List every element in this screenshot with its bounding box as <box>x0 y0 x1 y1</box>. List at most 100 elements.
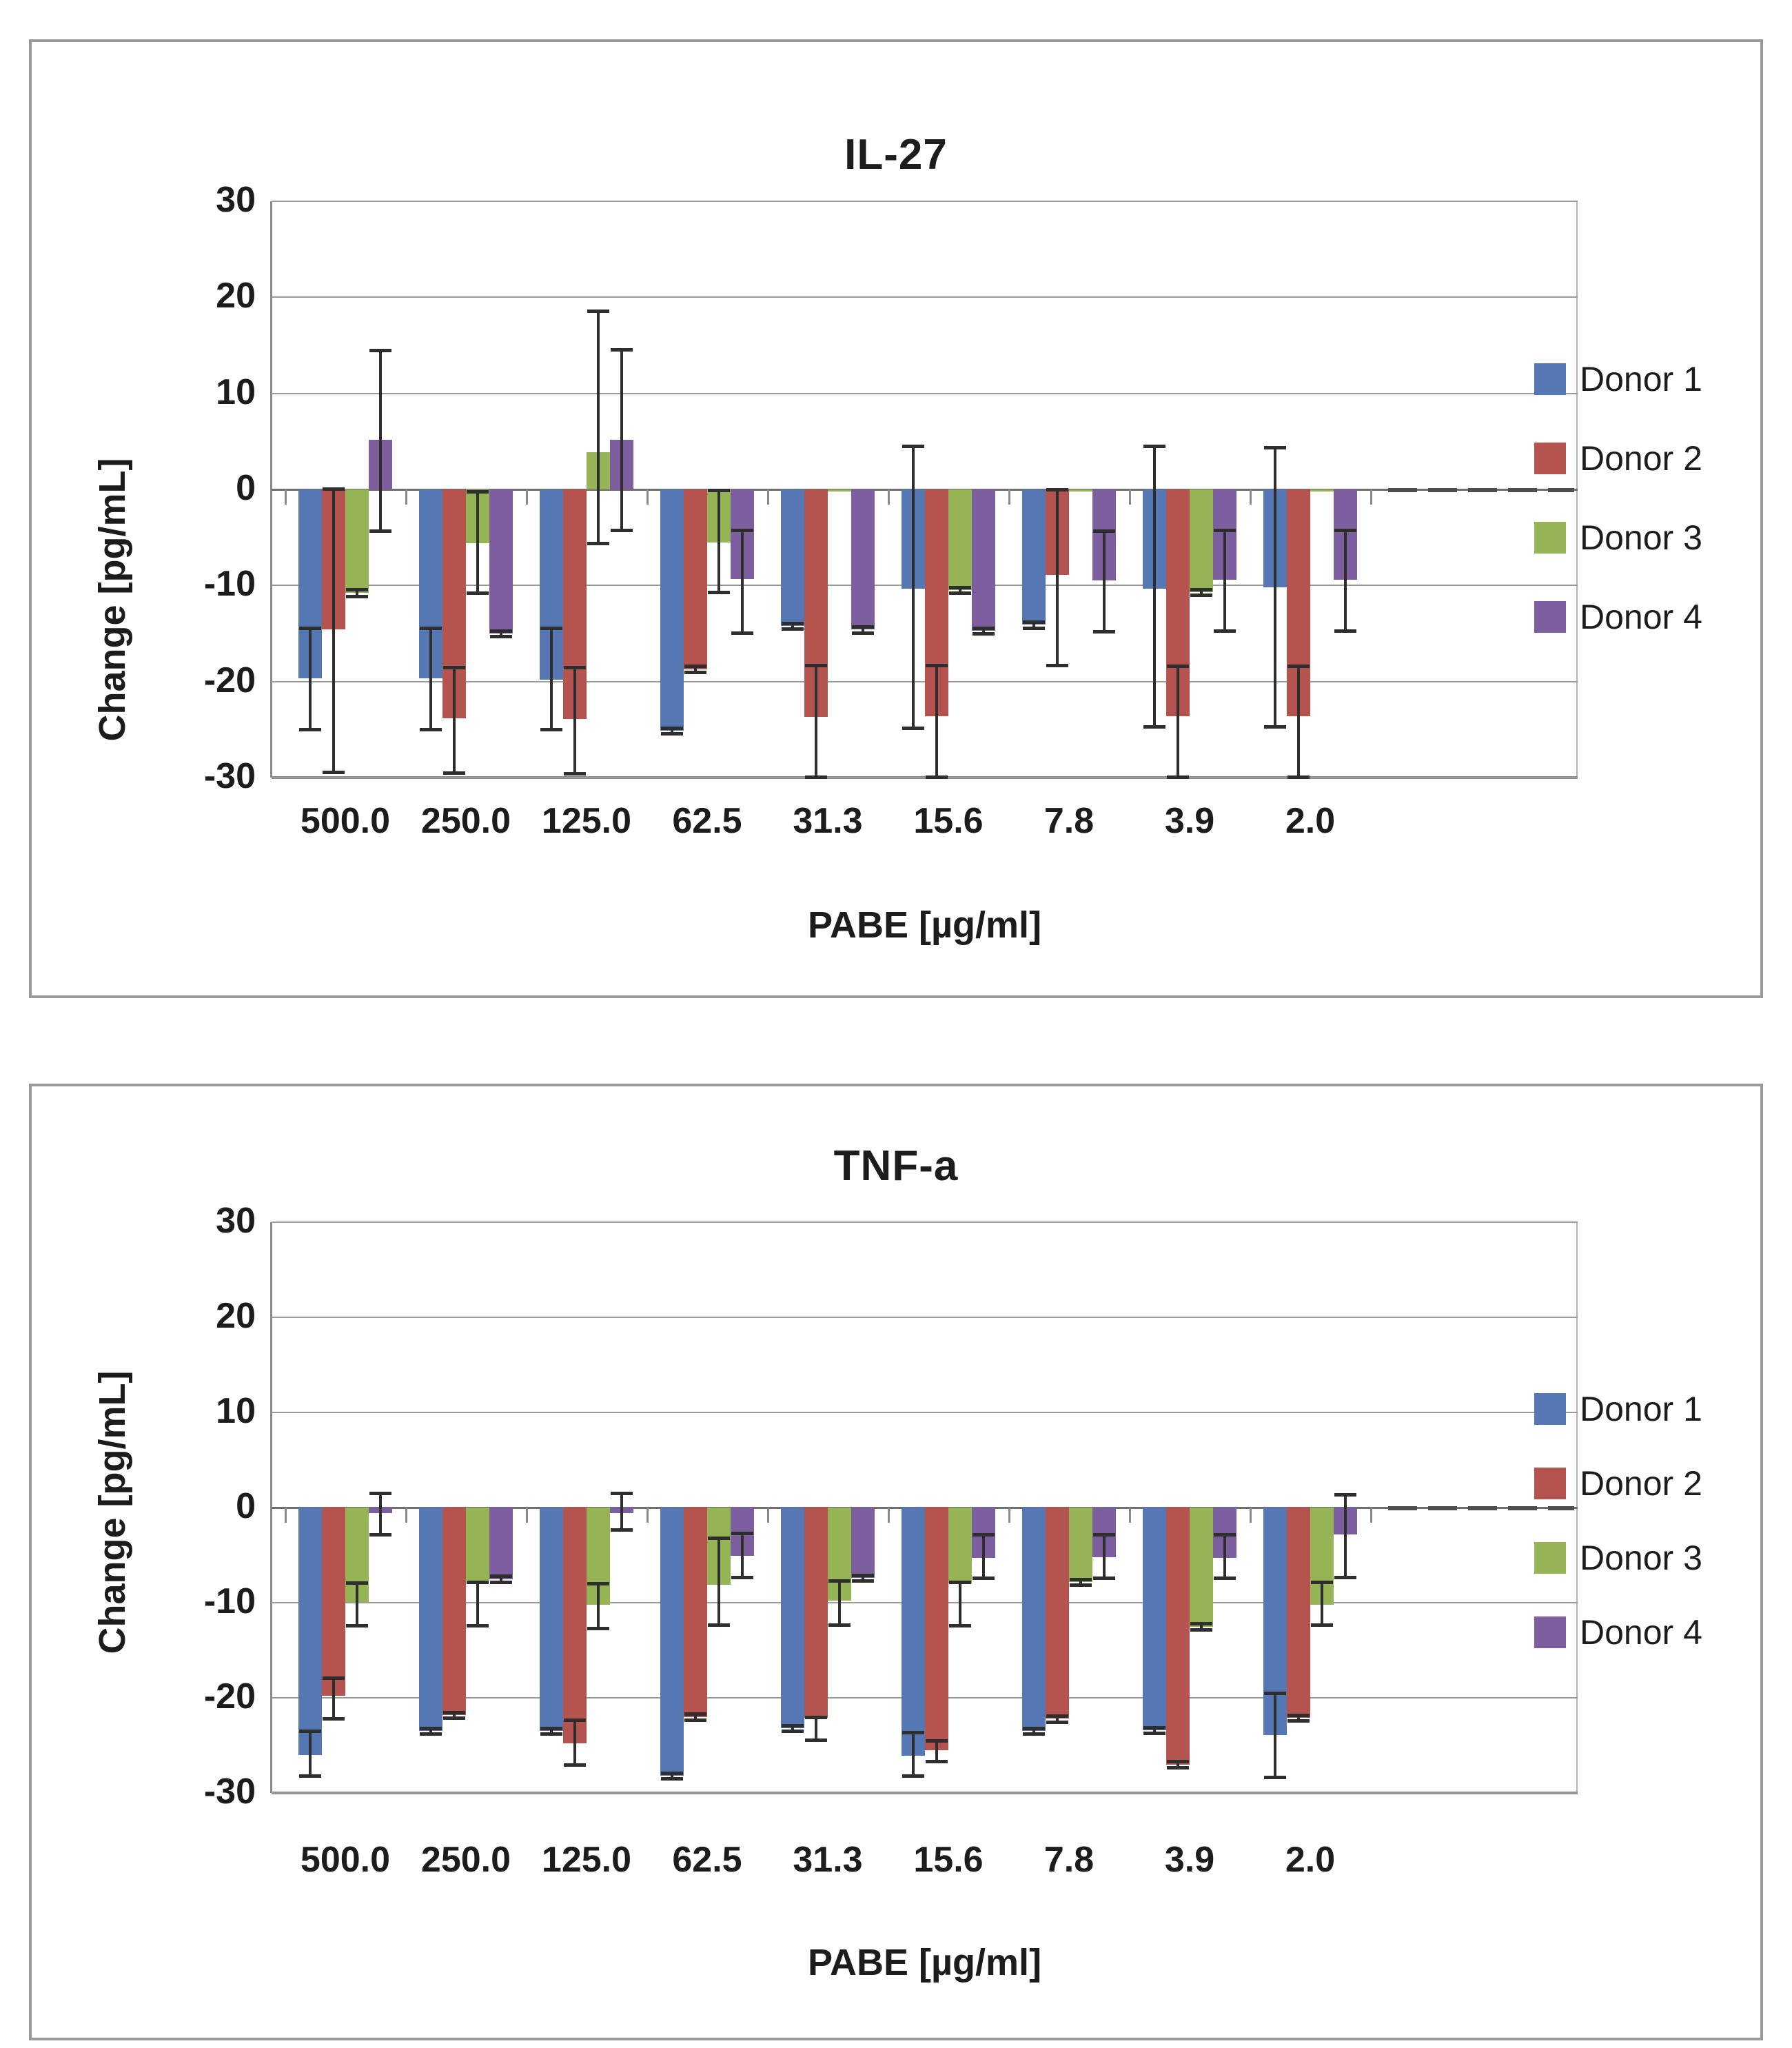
legend-label: Donor 3 <box>1580 1539 1702 1577</box>
y-tick-label: 0 <box>236 468 256 508</box>
category-tick <box>767 489 769 505</box>
bar-donor2-500.0 <box>322 1508 345 1696</box>
x-tick-label: 2.0 <box>1285 1840 1336 1880</box>
error-bar-cap-top <box>1287 665 1310 669</box>
error-bar-cap-bottom <box>299 728 321 732</box>
gridline <box>272 680 1578 682</box>
bar-donor3-500.0 <box>345 489 369 594</box>
error-bar-cap-bottom <box>299 1774 321 1778</box>
error-bar-cap-top <box>1143 1725 1165 1730</box>
error-bar-line <box>838 1581 841 1625</box>
error-bar-cap-bottom <box>1167 775 1189 779</box>
error-bar-line <box>620 1493 623 1530</box>
error-bar-line <box>1177 666 1179 777</box>
legend-swatch-icon <box>1534 443 1566 474</box>
y-tick-label: 20 <box>216 1296 256 1336</box>
legend-item-donor1: Donor 1 <box>1534 359 1702 399</box>
x-axis-title: PABE [µg/ml] <box>807 1942 1042 1983</box>
category-tick <box>1250 1508 1252 1523</box>
error-bar-line <box>935 1741 938 1762</box>
error-bar-cap-bottom <box>661 1777 683 1781</box>
x-tick-label: 250.0 <box>420 1840 511 1880</box>
x-tick-label: 500.0 <box>300 801 391 841</box>
error-bar-cap-bottom <box>661 731 683 736</box>
x-tick-label: 31.3 <box>793 801 863 841</box>
error-bar-line <box>356 589 358 596</box>
error-bar-line <box>379 1493 382 1534</box>
y-tick-label: 30 <box>216 1201 256 1241</box>
bar-donor2-250.0 <box>442 1508 466 1715</box>
error-bar-cap-top <box>731 1532 753 1536</box>
plot-area <box>270 1221 1578 1794</box>
error-bar-cap-top <box>611 347 633 352</box>
error-bar-line <box>1274 447 1276 727</box>
bar-donor3-7.8 <box>1069 489 1092 491</box>
error-bar-line <box>453 1712 456 1718</box>
error-bar-cap-bottom <box>1214 1576 1236 1581</box>
error-bar-cap-top <box>443 665 465 669</box>
error-bar-line <box>620 349 623 530</box>
bar-donor2-125.0 <box>563 1508 587 1744</box>
error-bar-cap-top <box>323 487 345 491</box>
error-bar-cap-top <box>540 1727 562 1731</box>
error-bar-line <box>429 1728 432 1734</box>
error-bar-cap-bottom <box>731 1575 753 1579</box>
error-bar-line <box>671 1773 673 1779</box>
bar-donor2-62.5 <box>684 489 707 669</box>
error-bar-line <box>332 1678 335 1719</box>
error-bar-cap-bottom <box>1093 630 1115 634</box>
bar-donor1-500.0 <box>298 1508 322 1755</box>
error-bar-cap-bottom <box>1264 1775 1286 1779</box>
bar-donor1-62.5 <box>660 1508 684 1776</box>
error-bar-line <box>1297 666 1300 777</box>
error-bar-cap-bottom <box>611 1528 633 1532</box>
error-bar-cap-top <box>828 1579 851 1583</box>
error-bar-cap-bottom <box>540 728 562 732</box>
error-bar-line <box>671 727 673 733</box>
error-bar-cap-bottom <box>467 1624 489 1628</box>
bar-donor3-15.6 <box>948 489 972 591</box>
error-bar-cap-top <box>1167 665 1189 669</box>
error-bar-cap-bottom <box>1023 626 1045 630</box>
error-bar-cap-bottom <box>731 631 753 635</box>
bar-donor3-3.9 <box>1190 1508 1213 1627</box>
error-bar-cap-top <box>1214 1532 1236 1537</box>
gridline <box>272 296 1578 298</box>
legend-label: Donor 1 <box>1580 1390 1702 1428</box>
error-bar-cap-top <box>564 665 586 669</box>
x-tick-label: 500.0 <box>300 1840 391 1880</box>
y-tick-label: 20 <box>216 276 256 316</box>
x-tick-label: 250.0 <box>420 801 511 841</box>
error-bar-cap-bottom <box>346 1624 368 1628</box>
error-bar-cap-top <box>611 1492 633 1496</box>
error-bar-cap-bottom <box>420 728 442 732</box>
zero-line-dashed-segment <box>1388 1506 1574 1510</box>
error-bar-line <box>862 1574 864 1581</box>
error-bar-cap-top <box>1264 445 1286 449</box>
error-bar-cap-bottom <box>684 670 706 674</box>
error-bar-line <box>550 1728 553 1734</box>
bar-donor2-3.9 <box>1166 1508 1190 1765</box>
error-bar-cap-bottom <box>443 771 465 775</box>
x-tick-label: 7.8 <box>1043 1840 1094 1880</box>
bar-donor1-7.8 <box>1022 489 1046 625</box>
bar-donor4-31.3 <box>851 1508 875 1579</box>
x-tick-label: 62.5 <box>672 1840 742 1880</box>
error-bar-line <box>476 491 479 594</box>
bar-donor2-2.0 <box>1287 1508 1310 1718</box>
y-tick-label: -20 <box>203 1676 256 1716</box>
error-bar-cap-top <box>490 1574 512 1579</box>
zero-line-dashed-segment <box>1388 488 1574 492</box>
error-bar-cap-top <box>1334 528 1356 532</box>
x-tick-label: 15.6 <box>913 1840 984 1880</box>
error-bar-cap-top <box>949 586 971 590</box>
x-tick-label: 7.8 <box>1043 801 1094 841</box>
chart-title: TNF-a <box>833 1142 959 1190</box>
error-bar-cap-top <box>949 1580 971 1584</box>
bar-donor4-15.6 <box>972 489 995 631</box>
error-bar-cap-bottom <box>1070 1583 1092 1587</box>
error-bar-cap-top <box>420 626 442 630</box>
bar-donor3-15.6 <box>948 1508 972 1584</box>
y-tick-label: 10 <box>216 372 256 412</box>
error-bar-cap-bottom <box>564 772 586 776</box>
